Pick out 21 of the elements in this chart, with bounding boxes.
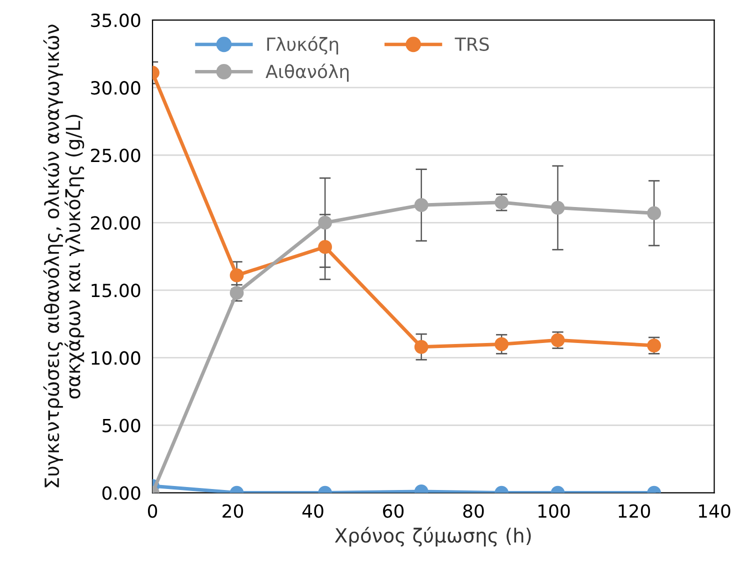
x-axis-title: Χρόνος ζύμωσης (h) — [334, 526, 531, 547]
x-tick-label: 40 — [302, 504, 324, 518]
legend-label: Αιθανόλη — [266, 64, 349, 82]
legend-label: TRS — [454, 37, 489, 52]
y-tick-label: 15.00 — [92, 284, 140, 298]
x-tick-label: 100 — [538, 504, 570, 518]
x-tick-label: 80 — [463, 504, 484, 518]
y-axis-title: Συγκεντρώσεις αιθανόλης, ολικών αναγωγικών σακχάρων και γλυκόζης (g/L) — [43, 24, 84, 488]
y-tick-label: 10.00 — [92, 351, 140, 365]
x-tick-label: 140 — [698, 504, 730, 518]
y-tick-label: 30.00 — [91, 81, 140, 95]
x-tick-label: 120 — [618, 504, 650, 518]
legend-label: Γλυκόζη — [267, 36, 338, 55]
y-tick-label: 0.00 — [102, 486, 140, 500]
y-tick-label: 35.00 — [91, 14, 140, 28]
x-tick-label: 60 — [383, 504, 404, 518]
y-tick-label: 5.00 — [102, 418, 140, 432]
x-tick-label: 0 — [148, 504, 158, 518]
x-tick-label: 20 — [222, 504, 244, 518]
y-tick-label: 20.00 — [91, 216, 140, 230]
y-tick-label: 25.00 — [91, 148, 140, 162]
